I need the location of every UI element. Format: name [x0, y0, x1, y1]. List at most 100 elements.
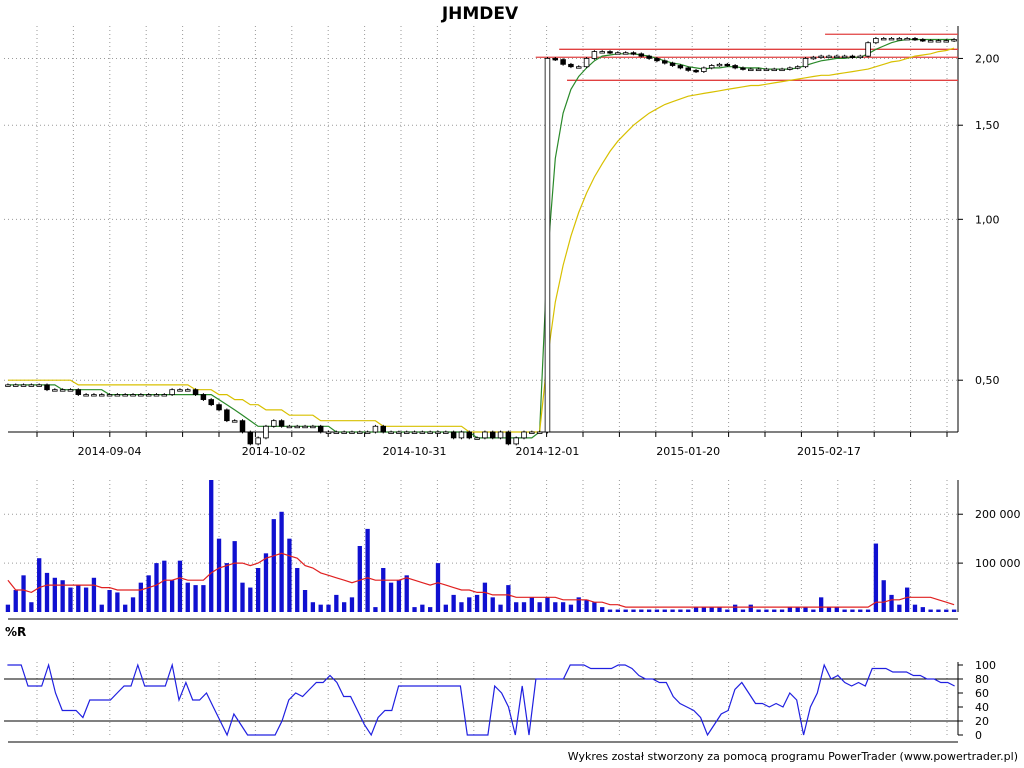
candle-body [75, 389, 82, 395]
volume-bar [842, 609, 847, 612]
volume-bar [686, 609, 691, 612]
candle-body [630, 52, 637, 55]
volume-bar [443, 604, 448, 612]
volume-bar [819, 597, 824, 612]
candle-body [513, 437, 519, 445]
candle-body [935, 40, 942, 43]
volume-bar [537, 602, 542, 612]
volume-bar [388, 582, 394, 612]
volume-bar [631, 609, 636, 612]
volume-bar [435, 563, 441, 612]
williams-r-label: %R [5, 625, 26, 639]
volume-bar [482, 582, 488, 612]
candle-body [794, 66, 801, 69]
volume-bar [615, 609, 620, 612]
volume-bar [357, 546, 362, 612]
price-y-tick-label: 0,50 [975, 374, 1000, 387]
candle-body [388, 431, 394, 434]
volume-bar [646, 609, 652, 612]
price-x-tick-label: 2014-09-04 [78, 445, 142, 458]
price-x-tick-label: 2015-01-20 [656, 445, 720, 458]
volume-bar [279, 511, 284, 612]
candle-body [849, 55, 856, 59]
candle-body [357, 431, 363, 434]
candle-body [755, 68, 762, 72]
volume-bar [60, 580, 65, 612]
candle-body [771, 68, 777, 72]
volume-bar [897, 604, 902, 612]
williams-r-line [7, 662, 955, 737]
volume-bar [107, 590, 112, 612]
volume-bar [295, 568, 300, 612]
candle-body [693, 69, 699, 73]
candle-body [333, 431, 340, 434]
volume-bar [607, 609, 613, 612]
volume-bar [44, 572, 50, 612]
volume-bar [224, 563, 230, 612]
volume-bar [310, 602, 316, 612]
volume-bar [584, 599, 589, 612]
candle-body [662, 60, 668, 64]
candle-body [560, 59, 566, 65]
volume-bar [404, 575, 409, 612]
wr-y-tick-label: 20 [975, 715, 989, 728]
volume-bar [37, 558, 42, 612]
candle-body [200, 394, 207, 400]
volume-bar [162, 560, 167, 612]
candle-body [654, 58, 660, 62]
price-x-tick-label: 2014-10-31 [383, 445, 447, 458]
volume-bar [365, 528, 370, 612]
volume-bar [670, 609, 675, 612]
volume-bar [91, 577, 97, 612]
candle-body [521, 431, 527, 439]
candle-body [294, 425, 300, 429]
candle-body [701, 67, 707, 72]
candle-body [44, 384, 50, 391]
volume-bar [623, 609, 628, 612]
volume-bar [639, 609, 644, 612]
candle-body [599, 51, 605, 54]
volume-bar [232, 541, 237, 612]
wr-y-tick-label: 40 [975, 701, 989, 714]
volume-bar [420, 604, 425, 612]
candle-body [818, 55, 824, 59]
wr-y-tick-label: 80 [975, 673, 989, 686]
volume-bar [928, 609, 933, 612]
candle-body [865, 42, 871, 57]
volume-bar [787, 607, 793, 612]
candle-body [880, 38, 887, 41]
candle-body [12, 384, 19, 387]
price-panel: 0,50 1,00 1,50 2,00 2014-09-04 2014-10-02 2014… [4, 26, 1000, 458]
candle-body [920, 39, 926, 42]
candle-body [153, 394, 160, 397]
candle-body [716, 63, 723, 67]
candle-body [239, 420, 246, 433]
candle-body [185, 389, 191, 392]
candle-body [83, 394, 89, 397]
candle-body [896, 38, 903, 41]
volume-bar [811, 609, 816, 612]
candle-body [552, 58, 559, 61]
candle-body [286, 425, 293, 429]
candle-body [591, 51, 598, 59]
volume-y-tick-label: 100 000 [975, 557, 1021, 570]
candle-body [224, 409, 230, 422]
candle-body [544, 58, 551, 433]
volume-bar [334, 594, 339, 612]
candle-body [145, 394, 152, 397]
volume-bar [779, 609, 785, 612]
wr-y-tick-label: 100 [975, 659, 996, 672]
candle-body [615, 52, 621, 55]
candle-body [826, 55, 832, 59]
candle-body [208, 399, 214, 406]
candle-body [271, 420, 277, 427]
volume-bar [115, 592, 120, 612]
candle-body [458, 431, 465, 439]
candle-body [122, 394, 128, 397]
candle-body [888, 38, 895, 41]
candle-body [873, 38, 879, 44]
candle-body [169, 389, 175, 395]
candle-body [763, 68, 770, 72]
volume-bar [803, 607, 808, 612]
